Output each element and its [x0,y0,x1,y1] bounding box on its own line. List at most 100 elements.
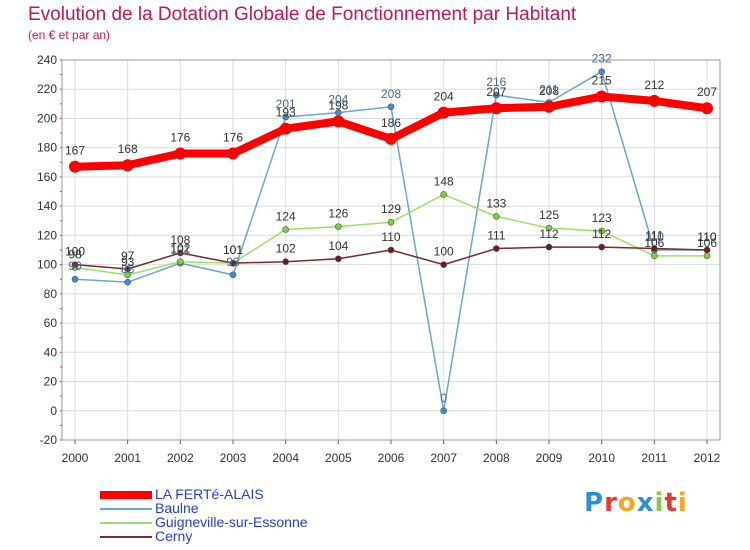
proxiti-logo: Proxiti [584,488,688,518]
data-label: 110 [645,230,664,244]
data-label: 193 [276,106,296,120]
x-tick-label: 2004 [272,451,299,465]
y-tick-label: 220 [37,82,57,96]
legend-label: Guigneville-sur-Essonne [155,514,308,530]
data-label: 216 [486,75,506,89]
data-point [437,106,450,119]
data-label: 124 [276,210,296,224]
x-tick-label: 2003 [220,451,247,465]
data-label: 100 [65,245,85,259]
data-point [703,252,711,260]
data-label: 98 [68,248,82,262]
data-label: 176 [223,131,243,145]
data-point [493,91,500,99]
data-point [124,278,131,286]
data-point [174,147,187,160]
data-point [545,224,553,232]
data-point [543,100,555,113]
data-label: 167 [65,144,85,158]
data-label: 215 [592,74,612,88]
data-point [335,255,342,263]
y-tick-label: 0 [50,404,57,418]
x-tick-label: 2012 [694,451,721,465]
data-label: 102 [276,242,296,256]
data-point [177,249,184,257]
logo-letter: i [677,488,688,518]
data-label: 0 [440,391,447,405]
data-label: 88 [121,262,135,276]
data-point [69,160,81,173]
data-label: 126 [328,207,348,221]
data-label: 97 [121,249,135,263]
y-tick-label: 100 [37,258,57,272]
data-label: 106 [644,236,664,250]
data-label: 111 [645,229,664,243]
x-tick-label: 2009 [536,451,563,465]
data-label: 110 [697,230,716,244]
logo-letter: P [584,488,605,518]
data-label: 207 [486,85,506,99]
data-label: 112 [592,227,611,241]
data-point [335,223,342,230]
data-label: 176 [170,131,190,145]
y-tick-label: 240 [37,53,57,67]
x-tick-label: 2007 [430,451,457,465]
data-point [490,102,503,115]
data-label: 201 [276,97,296,111]
data-label: 110 [381,230,400,244]
data-label: 111 [487,229,506,243]
data-label: 186 [381,116,401,130]
data-point [493,213,500,220]
data-label: 100 [434,245,454,259]
x-tick-label: 2005 [325,451,352,465]
data-point [440,261,447,268]
y-tick-label: 60 [44,316,58,330]
data-label: 232 [592,52,612,66]
y-tick-label: 80 [44,287,58,301]
logo-letter: x [636,488,655,518]
data-point [282,113,289,121]
data-point [387,218,395,226]
legend-swatch [100,508,152,510]
data-label: 101 [223,243,243,257]
y-tick-label: 120 [37,228,57,242]
logo-letter: i [654,488,665,518]
data-point [598,68,605,75]
data-label: 125 [539,208,559,222]
data-label: 90 [68,259,82,273]
data-label: 101 [170,243,190,257]
data-point [282,226,289,233]
x-tick-label: 2010 [588,451,615,465]
legend-label: Baulne [155,500,199,516]
legend-swatch [100,522,152,524]
x-tick-label: 2008 [483,451,510,465]
y-tick-label: 20 [44,375,58,389]
data-label: 123 [592,211,612,225]
legend-swatch [100,491,152,499]
x-tick-label: 2000 [62,451,89,465]
data-point [121,159,134,172]
data-label: 112 [539,227,558,241]
data-label: 208 [539,84,559,98]
data-point [229,259,237,267]
y-tick-label: 140 [37,199,57,213]
data-point [648,94,661,107]
data-label: 104 [328,239,348,253]
data-point [595,90,608,103]
data-point [385,132,397,145]
data-label: 204 [434,90,454,104]
data-point [71,275,79,283]
logo-letter: t [664,488,678,518]
data-point [124,265,131,273]
data-point [71,261,79,268]
data-label: 129 [381,202,401,216]
data-point [440,407,447,415]
data-label: 208 [381,87,401,101]
y-tick-label: 160 [37,170,57,184]
data-label: 101 [223,243,243,257]
y-tick-label: 180 [37,141,57,155]
data-point [177,258,184,265]
data-label: 148 [434,174,454,188]
data-label: 133 [486,196,506,210]
